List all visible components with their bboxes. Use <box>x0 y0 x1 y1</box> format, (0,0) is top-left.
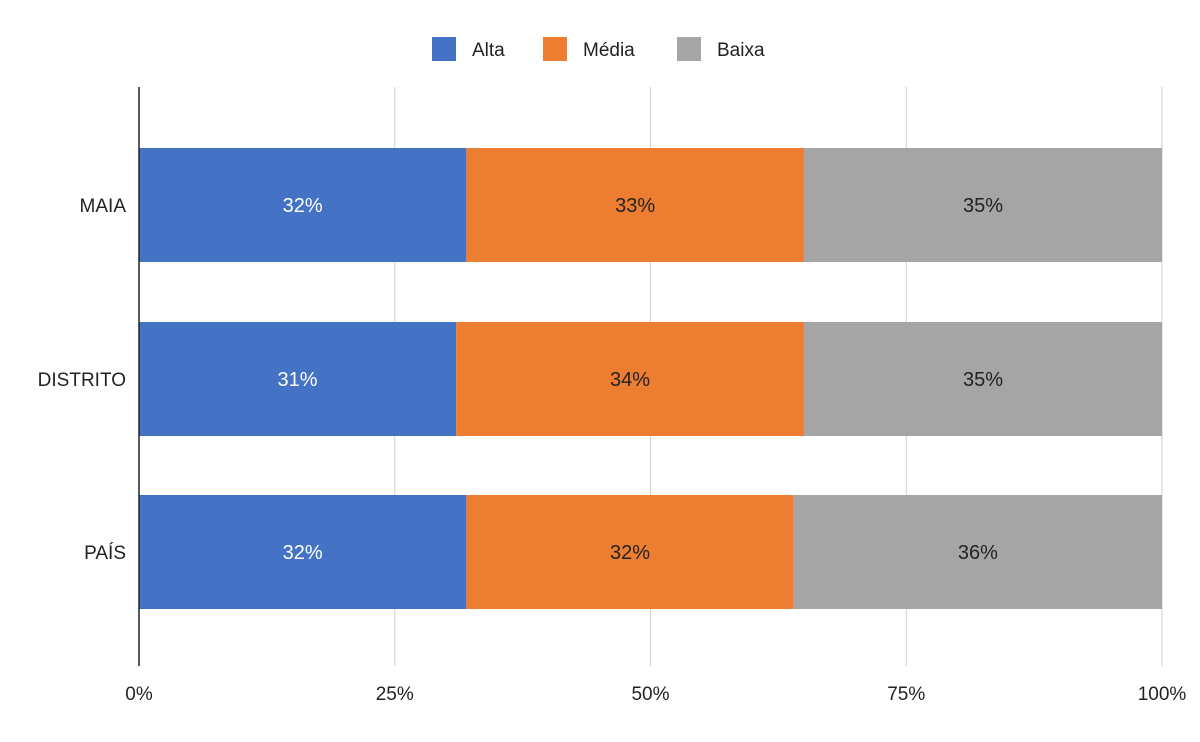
bars <box>139 148 1162 609</box>
bar-pais-media <box>466 495 794 609</box>
data-label-maia-baixa: 35% <box>963 195 1003 217</box>
legend: Alta Média Baixa <box>432 37 765 61</box>
legend-label-media: Média <box>583 40 635 61</box>
legend-swatch-media <box>543 37 567 61</box>
bar-pais-baixa <box>793 495 1162 609</box>
x-tick-label-100: 100% <box>1138 684 1187 705</box>
bar-pais-alta <box>139 495 467 609</box>
axes: 0% 25% 50% 75% 100% MAIA DISTRITO PAÍS <box>38 87 1187 705</box>
bar-maia-baixa <box>803 148 1162 262</box>
category-label-distrito: DISTRITO <box>38 370 126 391</box>
bar-maia-alta <box>139 148 467 262</box>
bar-distrito-media <box>456 322 804 436</box>
data-label-pais-alta: 32% <box>283 542 323 564</box>
legend-label-baixa: Baixa <box>717 40 765 61</box>
legend-swatch-alta <box>432 37 456 61</box>
data-label-pais-baixa: 36% <box>958 542 998 564</box>
category-label-pais: PAÍS <box>84 543 126 564</box>
data-label-pais-media: 32% <box>610 542 650 564</box>
data-label-distrito-baixa: 35% <box>963 369 1003 391</box>
legend-label-alta: Alta <box>472 40 505 61</box>
x-tick-label-0: 0% <box>125 684 153 705</box>
category-label-maia: MAIA <box>80 196 127 217</box>
data-label-distrito-media: 34% <box>610 369 650 391</box>
data-label-maia-alta: 32% <box>283 195 323 217</box>
x-tick-label-75: 75% <box>887 684 925 705</box>
data-label-distrito-alta: 31% <box>278 369 318 391</box>
bar-maia-media <box>466 148 804 262</box>
bar-distrito-baixa <box>803 322 1162 436</box>
legend-swatch-baixa <box>677 37 701 61</box>
x-tick-label-50: 50% <box>631 684 669 705</box>
data-label-maia-media: 33% <box>615 195 655 217</box>
x-tick-label-25: 25% <box>376 684 414 705</box>
data-labels: 32% 33% 35% 31% 34% 35% 32% 32% 36% <box>278 195 1004 564</box>
bar-distrito-alta <box>139 322 457 436</box>
